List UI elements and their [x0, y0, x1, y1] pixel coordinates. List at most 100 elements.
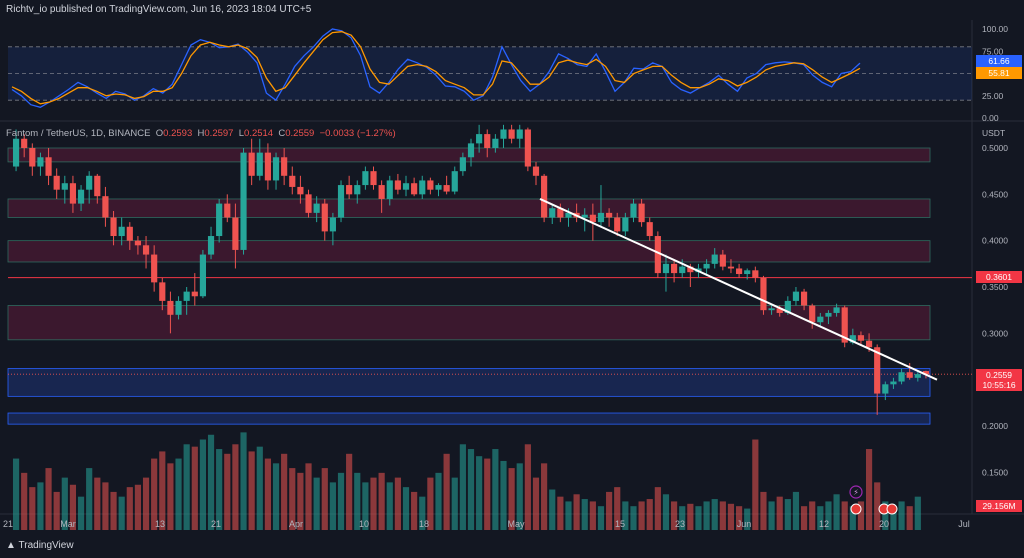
candle-body: [662, 263, 670, 274]
volume-bar: [679, 506, 686, 530]
high-value: 0.2597: [204, 128, 234, 139]
volume-bar: [224, 453, 231, 530]
volume-bar: [394, 477, 401, 530]
candle-body: [476, 134, 483, 144]
candle-body: [77, 189, 85, 204]
candle-body: [443, 185, 450, 192]
volume-bar: [110, 491, 117, 530]
high-label: H: [197, 128, 205, 139]
candle-body: [362, 171, 369, 186]
time-tick-label: 13: [155, 519, 165, 529]
candle-body: [110, 217, 117, 237]
volume-bar: [492, 449, 499, 530]
candle-body: [606, 212, 613, 218]
candle-body: [727, 266, 735, 269]
volume-bar: [264, 458, 271, 530]
trendline: [539, 198, 938, 381]
candle-body: [630, 203, 637, 218]
volume-bar: [118, 496, 125, 530]
volume-bar: [744, 508, 751, 530]
candle-body: [126, 226, 133, 241]
zone-blue: [7, 412, 931, 425]
tradingview-logo[interactable]: ▲ TradingView: [6, 540, 74, 551]
candle-body: [500, 129, 507, 139]
volume-bar: [175, 458, 182, 530]
candle-body: [671, 263, 678, 274]
volume-bar: [321, 468, 328, 530]
candle-body: [264, 152, 271, 181]
candle-body: [378, 185, 385, 199]
candle-body: [451, 171, 458, 192]
candle-body: [321, 203, 328, 232]
candle-body: [435, 185, 442, 190]
volume-bar: [719, 501, 726, 530]
volume-bar: [622, 501, 629, 530]
low-value: 0.2514: [244, 128, 274, 139]
candle-body: [216, 203, 223, 237]
candle-body: [29, 148, 36, 167]
volume-bar: [248, 451, 255, 530]
volume-bar: [809, 501, 816, 530]
volume-bar: [630, 506, 637, 530]
volume-badge: 29.156M: [976, 500, 1022, 512]
candle-body: [370, 171, 377, 186]
volume-bar: [94, 477, 101, 530]
volume-bar: [69, 484, 77, 530]
volume-bar: [134, 484, 142, 530]
time-tick-label: 12: [819, 519, 829, 529]
volume-bar: [427, 477, 434, 530]
volume-bar: [752, 439, 759, 530]
candle-body: [21, 138, 28, 148]
volume-bar: [532, 477, 540, 530]
volume-bar: [508, 468, 515, 530]
candle-body: [459, 157, 466, 172]
volume-bar: [443, 453, 450, 530]
volume-bar: [37, 482, 44, 530]
volume-bar: [541, 463, 548, 530]
volume-bar: [305, 463, 312, 530]
time-tick-label: 15: [615, 519, 625, 529]
volume-bar: [142, 477, 150, 530]
time-tick-label: 10: [359, 519, 369, 529]
candle-body: [281, 157, 288, 176]
volume-bar: [240, 432, 247, 530]
candle-body: [776, 308, 783, 313]
zone-red: [7, 305, 931, 341]
volume-bar: [597, 506, 605, 530]
volume-bar: [841, 501, 848, 530]
candle-body: [272, 157, 280, 181]
candle-body: [898, 372, 905, 382]
candle-body: [232, 217, 239, 250]
volume-bar: [906, 506, 913, 530]
volume-bar: [411, 491, 418, 530]
volume-bar: [216, 449, 223, 530]
tradingview-logo-text: TradingView: [18, 540, 74, 551]
close-value: 0.2559: [285, 128, 315, 139]
rsi-tick-label: 75.00: [982, 46, 1004, 56]
candle-body: [703, 263, 710, 269]
volume-bar: [232, 444, 239, 530]
price-tick-label: 0.3500: [982, 282, 1008, 292]
volume-bar: [191, 446, 198, 530]
price-tick-label: 0.5000: [982, 143, 1008, 153]
volume-bar: [45, 468, 52, 530]
candle-body: [337, 185, 345, 218]
symbol-label[interactable]: Fantom / TetherUS, 1D, BINANCE: [6, 128, 151, 139]
candle-body: [841, 307, 848, 343]
candle-body: [597, 212, 605, 223]
currency-label: USDT: [982, 128, 1005, 138]
candle-body: [191, 291, 198, 297]
volume-bar: [297, 472, 304, 530]
candle-body: [329, 217, 336, 232]
candle-body: [833, 307, 840, 313]
volume-bar: [898, 501, 905, 530]
candle-body: [484, 134, 491, 148]
volume-bar: [459, 444, 466, 530]
volume-bar: [329, 482, 336, 530]
candle-body: [118, 226, 125, 237]
volume-bar: [614, 487, 621, 530]
open-value: 0.2593: [163, 128, 193, 139]
volume-bar: [484, 458, 491, 530]
volume-bar: [12, 458, 20, 530]
